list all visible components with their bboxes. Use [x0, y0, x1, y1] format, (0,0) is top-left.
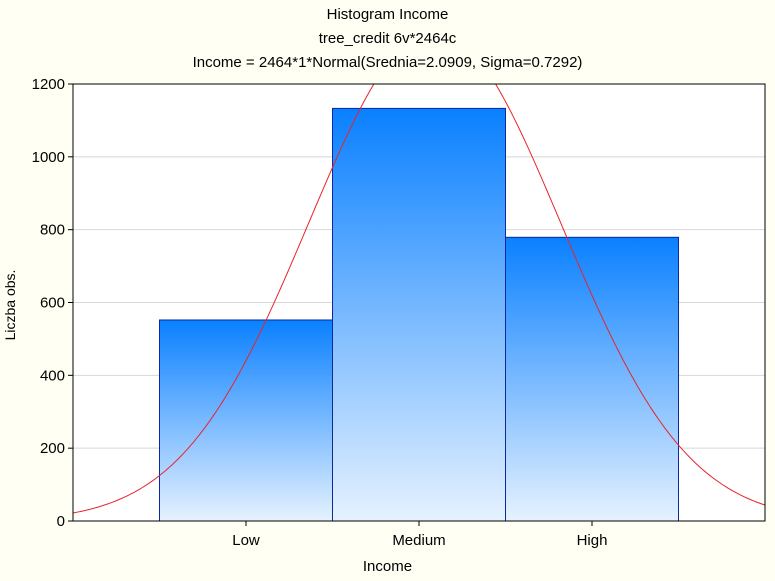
chart-subtitle: tree_credit 6v*2464c	[318, 30, 457, 47]
y-tick-label: 800	[40, 222, 65, 239]
y-tick-label: 1000	[32, 149, 65, 166]
chart-formula: Income = 2464*1*Normal(Srednia=2.0909, S…	[192, 54, 583, 71]
bar-high	[505, 236, 679, 522]
x-tick-label: Medium	[392, 532, 445, 549]
x-tick-label: Low	[232, 532, 260, 549]
y-tick-label: 600	[40, 295, 65, 312]
y-tick-label: 0	[57, 513, 65, 530]
bar-medium	[332, 107, 506, 522]
y-tick-label: 200	[40, 440, 65, 457]
x-axis-label: Income	[362, 558, 413, 575]
normal-curve	[73, 84, 765, 514]
chart-title: Histogram Income	[326, 6, 449, 23]
y-tick-label: 400	[40, 367, 65, 384]
y-tick-label: 1200	[32, 76, 65, 93]
y-axis-label: Liczba obs.	[2, 269, 18, 341]
bar-low	[159, 319, 333, 522]
x-tick-label: High	[577, 532, 608, 549]
